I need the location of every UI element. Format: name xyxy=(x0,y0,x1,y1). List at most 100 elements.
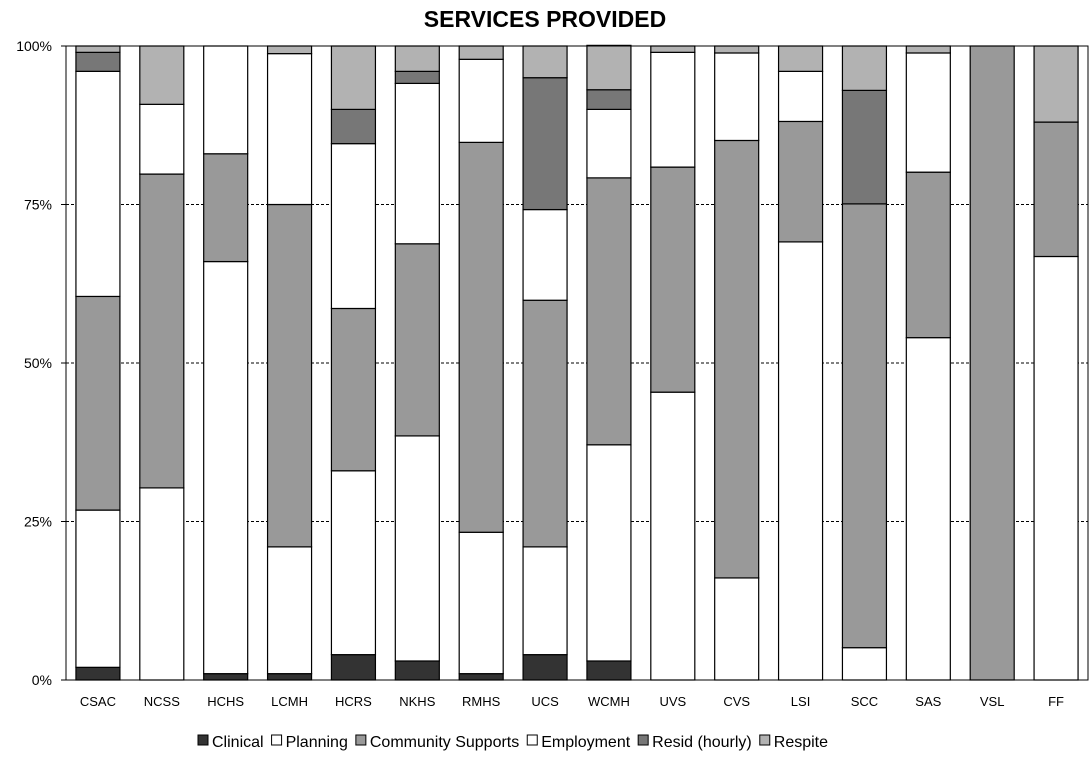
bar-segment-respite xyxy=(458,45,504,60)
x-tick-label: CSAC xyxy=(80,694,116,709)
legend-label: Planning xyxy=(286,734,348,751)
bar-segment-community-supports xyxy=(139,173,185,489)
x-tick-label: HCRS xyxy=(335,694,372,709)
bar-segment-employment xyxy=(266,53,313,206)
legend-label: Respite xyxy=(774,734,828,751)
bar-segment-employment xyxy=(75,70,121,298)
bar-segment-community-supports xyxy=(458,141,504,533)
x-tick-label: FF xyxy=(1048,694,1064,709)
bar-segment-planning xyxy=(266,546,313,675)
x-tick-label: HCHS xyxy=(207,694,244,709)
bar-segment-community-supports xyxy=(777,120,824,243)
x-tick-label: UCS xyxy=(531,694,559,709)
bar-segment-resid-hourly xyxy=(75,51,121,72)
legend-swatch xyxy=(355,734,367,746)
legend-item: Clinical xyxy=(197,734,264,751)
bar-segment-employment xyxy=(650,51,696,168)
bar-segment-planning xyxy=(75,509,121,668)
bar-segment-respite xyxy=(266,45,313,55)
y-tick-label: 0% xyxy=(32,672,52,688)
x-tick-label: UVS xyxy=(659,694,686,709)
legend-swatch xyxy=(637,734,649,746)
legend-label: Employment xyxy=(541,734,630,751)
bar-segment-planning xyxy=(650,391,696,681)
bar-segment-community-supports xyxy=(394,243,440,437)
x-tick-label: NCSS xyxy=(144,694,180,709)
bar-segment-resid-hourly xyxy=(586,89,632,111)
bar-segment-resid-hourly xyxy=(522,77,568,211)
chart-title: SERVICES PROVIDED xyxy=(424,6,666,32)
legend-item: Employment xyxy=(526,734,631,751)
bar-segment-respite xyxy=(586,44,632,91)
bar-segment-planning xyxy=(777,241,824,681)
bar-segment-community-supports xyxy=(586,177,632,446)
bar-segment-employment xyxy=(586,108,632,179)
bars xyxy=(75,44,1079,681)
bar-segment-community-supports xyxy=(266,203,313,548)
bar-segment-community-supports xyxy=(969,45,1015,681)
legend-item: Resid (hourly) xyxy=(637,734,752,751)
bar-segment-planning xyxy=(458,531,504,675)
bar-segment-employment xyxy=(139,103,185,175)
bar-segment-employment xyxy=(777,70,824,123)
bar-segment-community-supports xyxy=(714,139,760,579)
bar-segment-community-supports xyxy=(522,299,568,548)
x-tick-label: LCMH xyxy=(271,694,308,709)
bar-segment-employment xyxy=(905,52,951,173)
legend: Clinical Planning Community Supports Employ… xyxy=(197,734,828,751)
legend-swatch xyxy=(271,734,283,746)
bar-segment-community-supports xyxy=(841,203,888,649)
bar-segment-employment xyxy=(203,45,249,155)
bar-segment-clinical xyxy=(266,673,313,681)
x-tick-label: NKHS xyxy=(399,694,435,709)
legend-label: Community Supports xyxy=(370,734,519,751)
legend-swatch xyxy=(197,734,209,746)
legend-swatch xyxy=(759,734,771,746)
x-tick-label: VSL xyxy=(980,694,1005,709)
x-tick-label: SAS xyxy=(915,694,941,709)
bar-segment-respite xyxy=(714,45,760,54)
bar-segment-respite xyxy=(522,45,568,79)
bar-segment-respite xyxy=(841,45,888,91)
bar-segment-respite xyxy=(777,45,824,72)
bar-segment-respite xyxy=(394,45,440,72)
legend-swatch xyxy=(526,734,538,746)
bar-segment-community-supports xyxy=(1033,121,1079,258)
bar-segment-respite xyxy=(650,45,696,53)
bar-segment-planning xyxy=(905,337,951,681)
bar-segment-respite xyxy=(330,45,377,111)
bar-segment-respite xyxy=(139,45,185,105)
y-tick-label: 100% xyxy=(16,38,52,54)
bar-segment-planning xyxy=(203,260,249,675)
bar-segment-clinical xyxy=(586,660,632,681)
legend-item: Respite xyxy=(759,734,828,751)
legend-item: Community Supports xyxy=(355,734,519,751)
bar-segment-planning xyxy=(139,487,185,681)
bar-segment-planning xyxy=(394,435,440,662)
bar-segment-community-supports xyxy=(905,171,951,339)
bar-segment-clinical xyxy=(458,673,504,681)
bar-segment-planning xyxy=(586,444,632,662)
axes: 0% 25% 50% 75% 100% CSAC NCSS HCHS LCMH HCRS NKHS R… xyxy=(16,38,1089,709)
legend-item: Planning xyxy=(271,734,348,751)
x-tick-label: SCC xyxy=(851,694,878,709)
bar-segment-clinical xyxy=(522,654,568,681)
bar-segment-community-supports xyxy=(203,153,249,263)
bar-segment-resid-hourly xyxy=(394,70,440,85)
bar-segment-community-supports xyxy=(75,295,121,511)
bar-segment-planning xyxy=(330,470,377,656)
legend-label: Resid (hourly) xyxy=(652,734,752,751)
bar-segment-planning xyxy=(1033,255,1079,681)
bar-segment-clinical xyxy=(394,660,440,681)
bar-segment-employment xyxy=(522,208,568,301)
bar-segment-employment xyxy=(330,143,377,310)
x-tick-label: CVS xyxy=(723,694,750,709)
bar-segment-community-supports xyxy=(650,166,696,393)
bar-segment-planning xyxy=(841,647,888,681)
bar-segment-respite xyxy=(75,45,121,53)
bar-segment-community-supports xyxy=(330,307,377,472)
bar-segment-employment xyxy=(714,52,760,142)
bar-segment-clinical xyxy=(330,654,377,681)
x-tick-label: LSI xyxy=(791,694,811,709)
